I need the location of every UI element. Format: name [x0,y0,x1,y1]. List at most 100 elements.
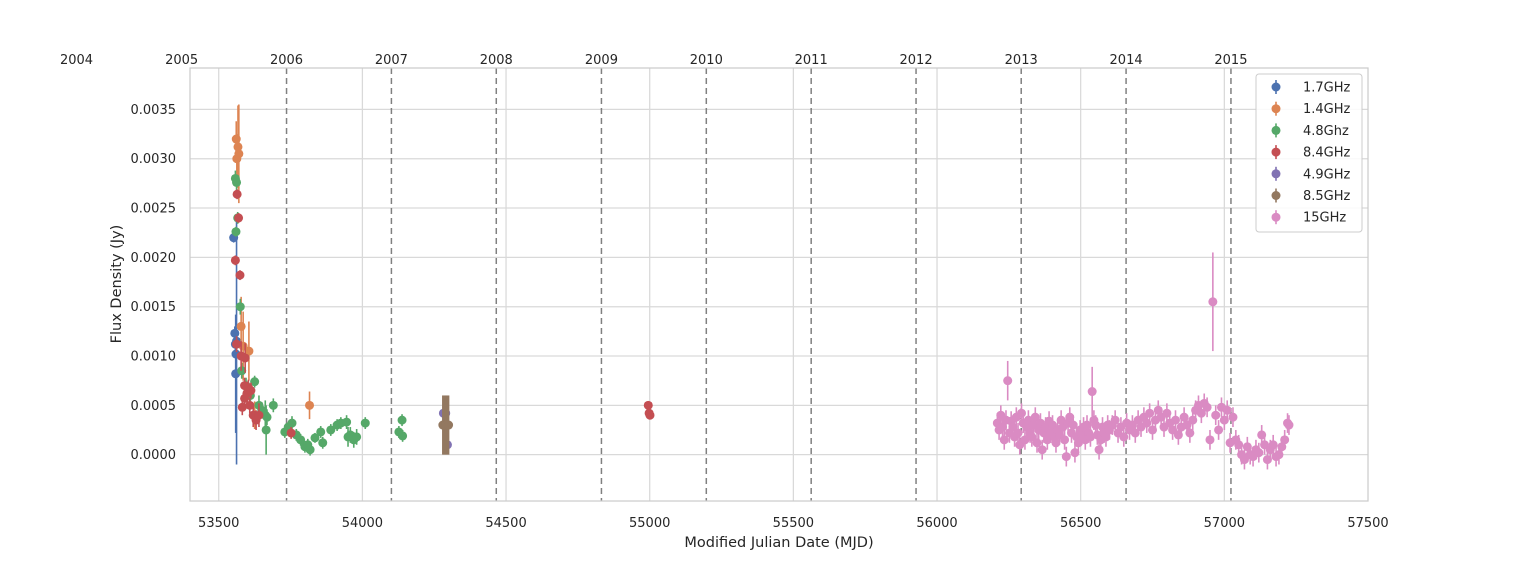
data-point [1027,432,1037,442]
data-point [1234,440,1244,450]
data-point [234,213,244,223]
legend-marker [1271,82,1281,92]
data-point [233,142,243,152]
data-point [1262,455,1272,465]
y-tick-label: 0.0000 [131,448,177,463]
data-point [1030,412,1040,422]
legend-label: 15GHz [1303,211,1346,226]
data-point [235,302,245,312]
data-point [296,435,306,445]
y-tick-label: 0.0015 [131,300,177,315]
year-label: 2014 [1110,53,1143,68]
data-point [1110,415,1120,425]
data-point [398,431,408,441]
data-point [1068,420,1078,430]
data-point [1173,430,1183,440]
data-point [1056,415,1066,425]
data-point [1016,408,1026,418]
data-point [245,400,255,410]
data-point [342,417,352,427]
x-tick-label: 56000 [916,516,957,531]
data-point [1003,376,1013,386]
data-point [1101,432,1111,442]
data-point [1032,438,1042,448]
grid [190,68,1368,501]
data-point [1277,442,1287,452]
legend-entry: 1.7GHz [1271,80,1351,96]
data-point [1042,435,1052,445]
data-point [1020,435,1030,445]
data-point [232,339,242,349]
data-point [268,400,278,410]
data-point [232,177,242,187]
legend-label: 4.9GHz [1303,167,1351,182]
data-point [1087,387,1097,397]
data-point [1037,445,1047,455]
data-point [1242,442,1252,452]
x-axis-ticks: 53500 54000 54500 55000 55500 56000 56500 57000… [198,516,1389,531]
data-point [1205,435,1215,445]
data-series [229,104,1294,470]
data-point [286,428,296,438]
data-point [1211,410,1221,420]
year-label: 2013 [1005,53,1038,68]
data-point [318,438,328,448]
data-point [1284,420,1294,430]
year-label: 2012 [900,53,933,68]
data-point [1196,408,1206,418]
data-point [1148,425,1158,435]
year-label: 2006 [270,53,303,68]
data-point [1082,420,1092,430]
data-point [236,321,246,331]
data-point [1170,415,1180,425]
data-point [1185,428,1195,438]
legend-entry: 1.4GHz [1271,101,1351,117]
legend-marker [1271,169,1281,179]
x-tick-label: 55500 [773,516,814,531]
data-point [643,400,653,410]
x-axis-label: Modified Julian Date (MJD) [684,535,873,551]
data-point [254,410,264,420]
year-label: 2010 [690,53,723,68]
data-point [1008,422,1018,432]
x-tick-label: 55000 [629,516,670,531]
x-tick-label: 54000 [342,516,383,531]
data-point [1179,412,1189,422]
x-tick-label: 53500 [198,516,239,531]
data-point [250,377,260,387]
series-8.5ghz [438,395,454,455]
data-point [1051,438,1061,448]
year-label: 2004 [60,53,93,68]
data-point [645,410,655,420]
data-point [999,435,1009,445]
data-point [1268,440,1278,450]
data-point [326,425,336,435]
data-point [231,227,241,237]
year-label: 2008 [480,53,513,68]
legend-entry: 15GHz [1271,210,1346,226]
data-point [240,393,250,403]
year-label: 2007 [375,53,408,68]
legend-marker [1271,191,1281,200]
data-point [1065,412,1075,422]
data-point [1061,452,1071,462]
year-label: 2009 [585,53,618,68]
data-point [1091,420,1101,430]
data-point [1222,405,1232,415]
data-point [232,189,242,199]
legend-label: 4.8Ghz [1303,124,1349,139]
y-tick-label: 0.0035 [131,103,177,118]
year-label: 2011 [795,53,828,68]
legend-marker [1271,147,1281,157]
data-point [261,425,271,435]
y-axis-label: Flux Density (Jy) [109,225,125,344]
legend-label: 8.4GHz [1303,146,1351,161]
data-point [305,445,315,455]
data-point [1214,425,1224,435]
legend-marker [1271,212,1281,222]
legend-entry: 4.9GHz [1271,166,1351,182]
data-point [1274,450,1284,460]
data-point [287,418,297,428]
data-point [1202,402,1212,412]
